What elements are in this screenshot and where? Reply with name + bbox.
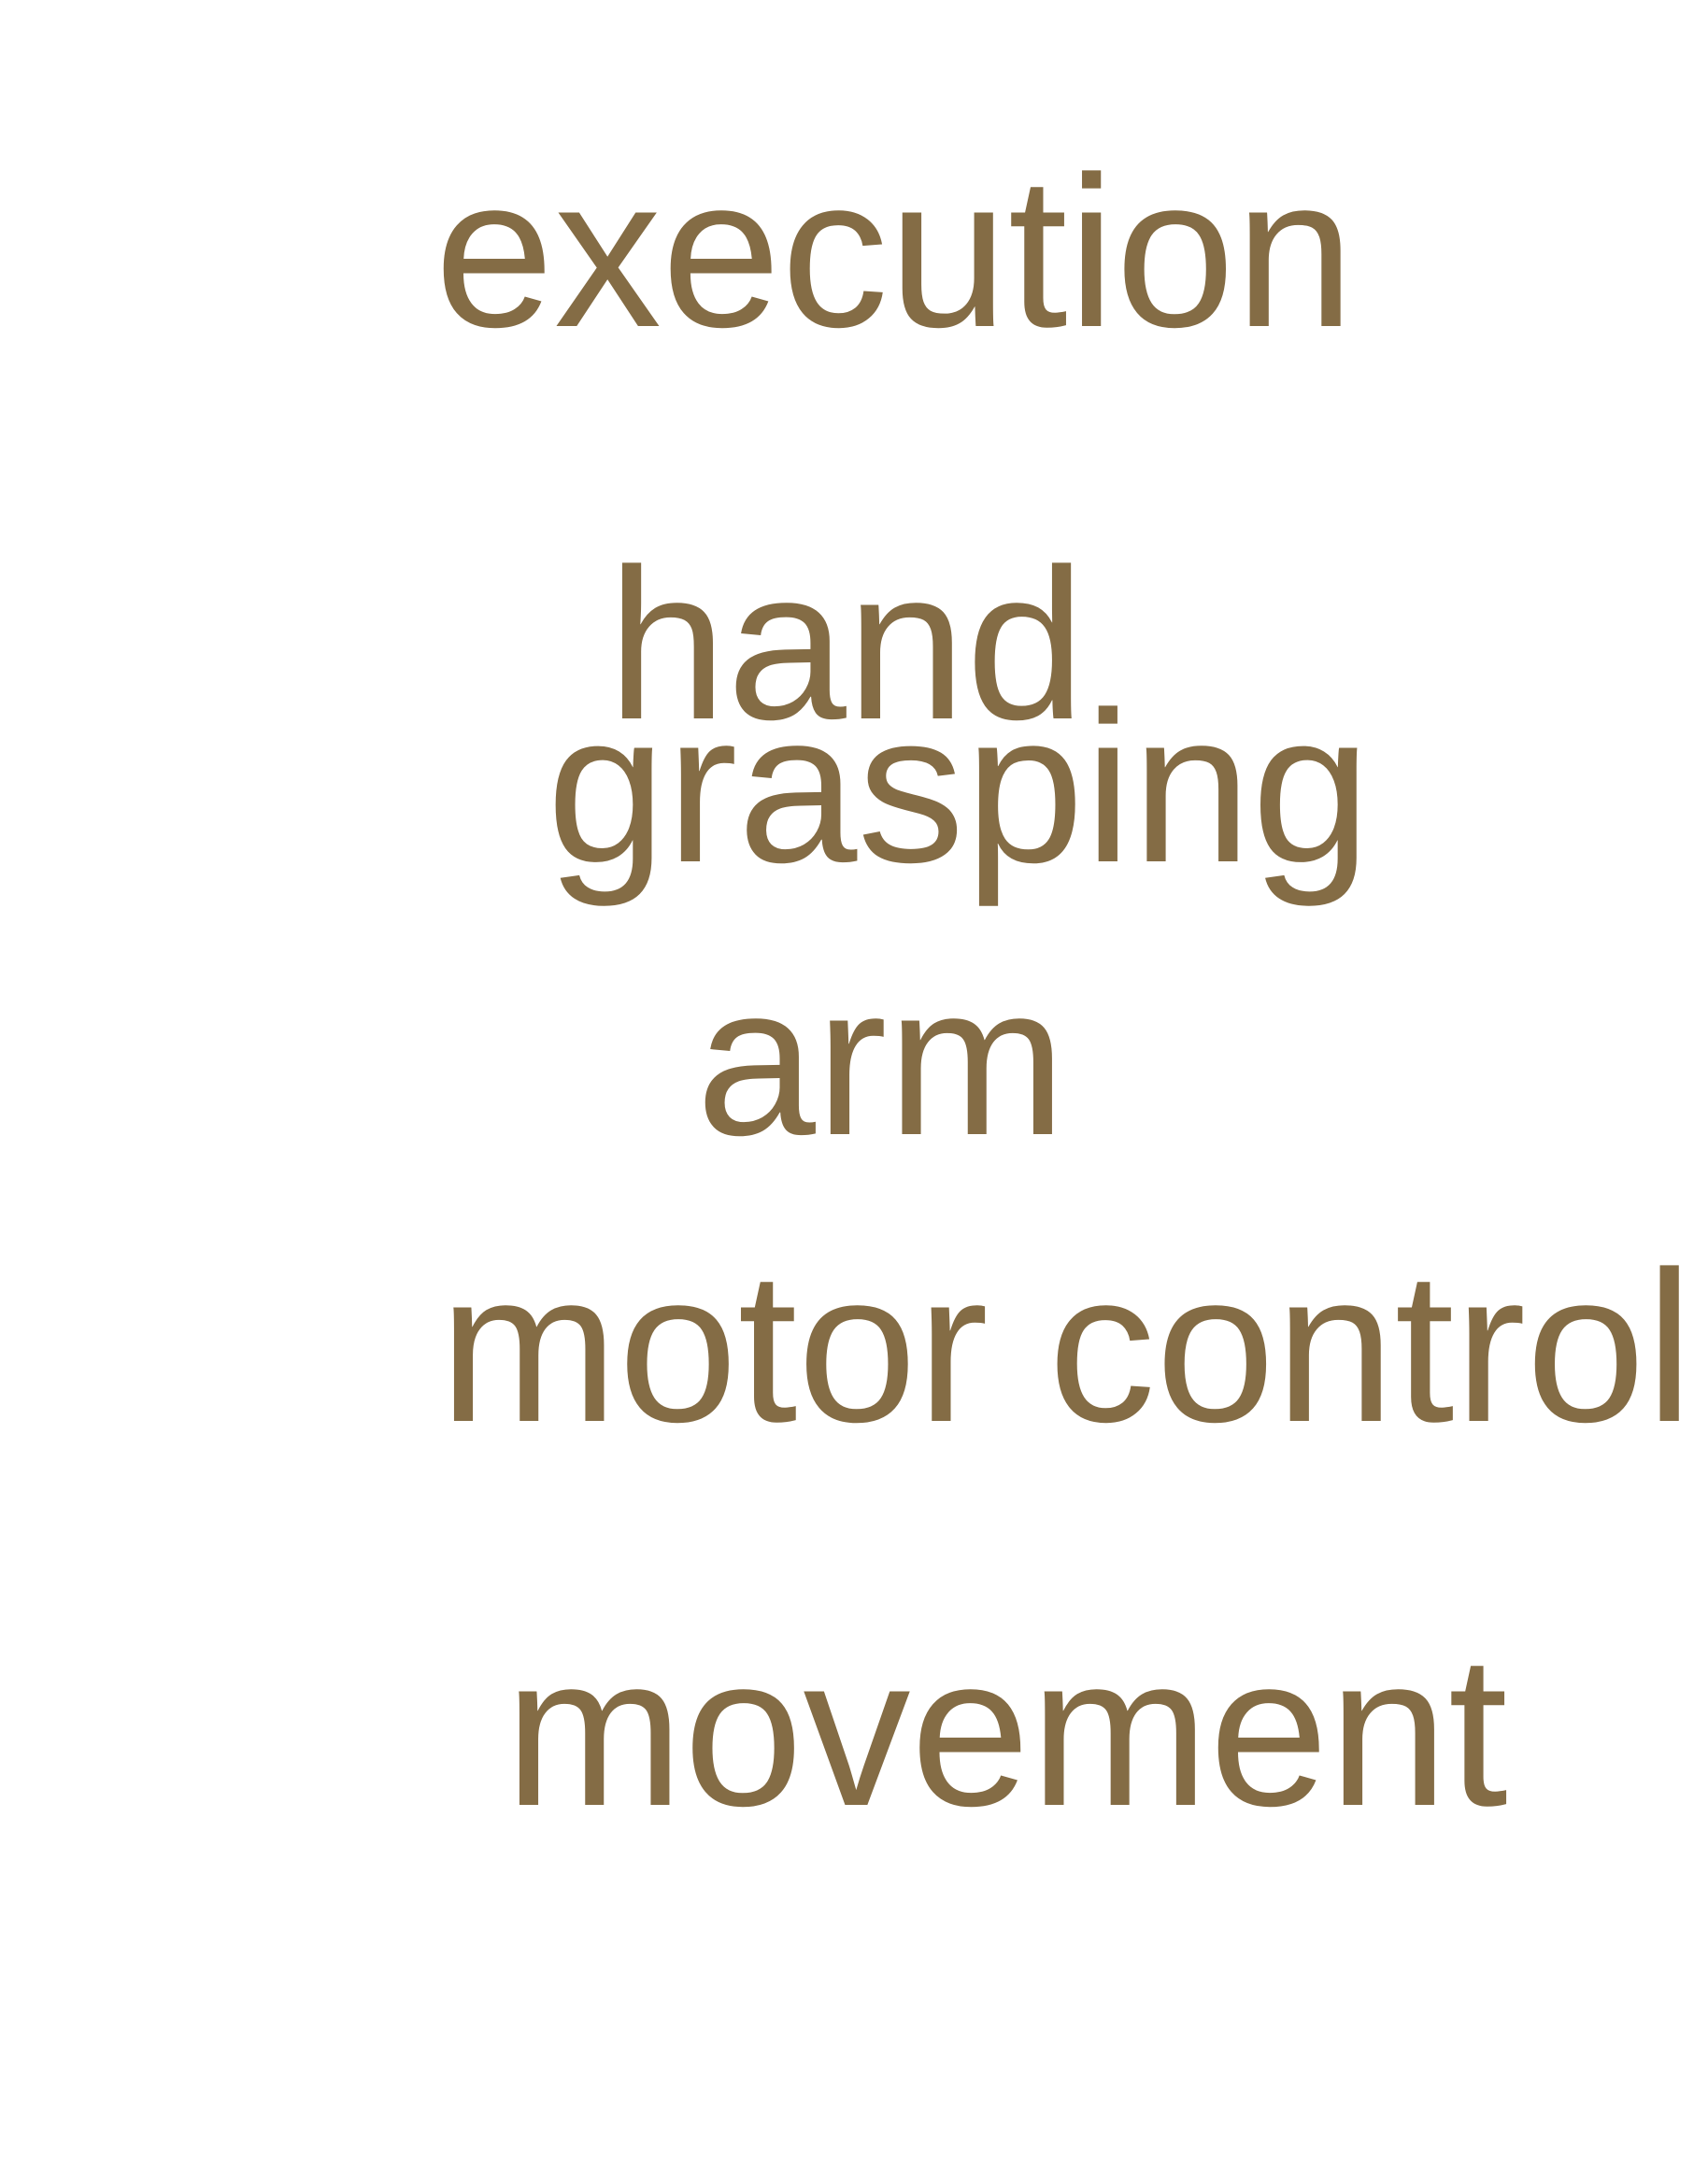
- word-execution: execution: [434, 132, 1355, 372]
- word-grasping: grasping: [547, 667, 1372, 907]
- word-motor-control: motor control: [439, 1227, 1694, 1467]
- word-hand: hand: [607, 524, 1086, 764]
- word-arm: arm: [696, 940, 1067, 1180]
- word-movement: movement: [505, 1611, 1508, 1851]
